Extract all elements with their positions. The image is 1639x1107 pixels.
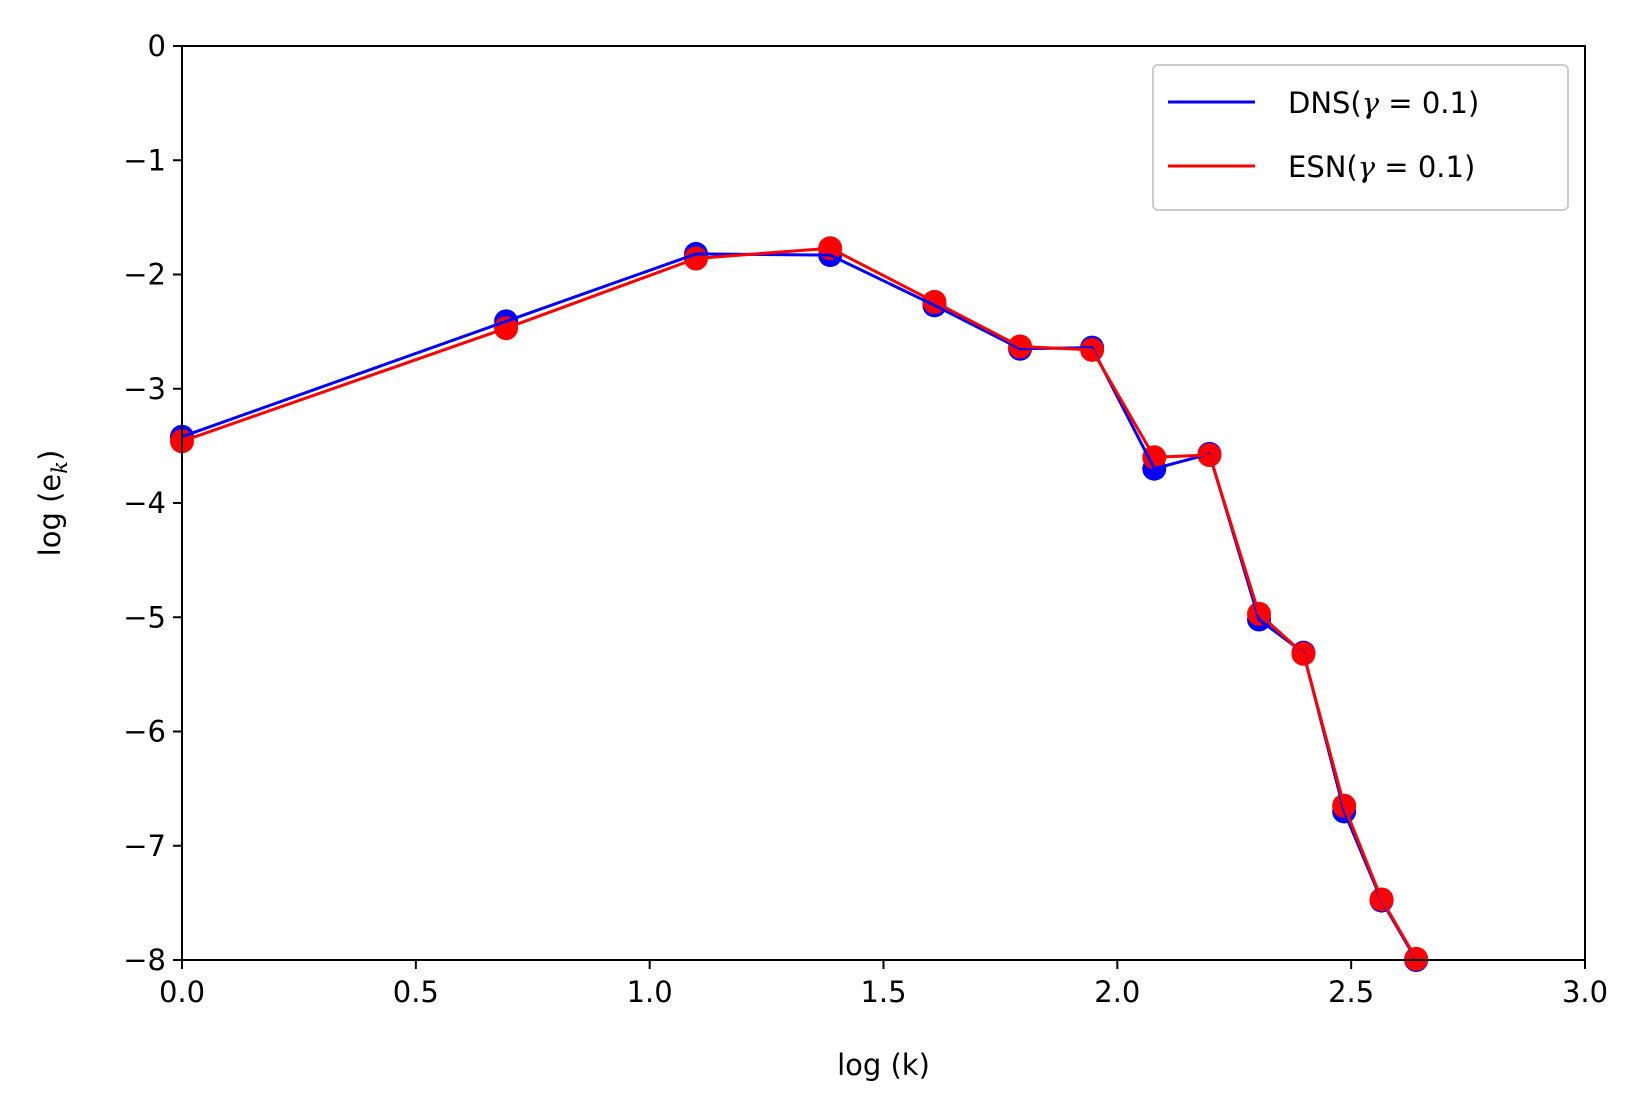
y-tick-label: −6 bbox=[123, 715, 166, 749]
x-tick-label: 0.5 bbox=[393, 975, 439, 1009]
x-tick-label: 1.0 bbox=[627, 975, 673, 1009]
legend-box bbox=[1152, 64, 1569, 211]
y-axis-label: log (ek) bbox=[33, 450, 72, 557]
y-tick-label: 0 bbox=[148, 29, 166, 63]
y-tick-label: −1 bbox=[123, 143, 166, 177]
legend-label-dns-suffix: = 0.1) bbox=[1379, 86, 1479, 120]
legend-label-dns-prefix: DNS( bbox=[1288, 86, 1362, 120]
y-tick-label: −8 bbox=[123, 943, 166, 977]
y-tick-label: −3 bbox=[123, 372, 166, 406]
y-tick-label: −4 bbox=[123, 486, 166, 520]
y-axis-label-base: log (e bbox=[33, 474, 67, 557]
y-tick-label: −2 bbox=[123, 258, 166, 292]
y-axis-label-subscript: k bbox=[48, 461, 72, 474]
x-tick-label: 2.5 bbox=[1328, 975, 1374, 1009]
legend-label-dns: DNS(γ = 0.1) bbox=[1288, 86, 1479, 120]
y-axis-label-close: ) bbox=[33, 450, 67, 461]
x-tick-label: 0.0 bbox=[159, 975, 205, 1009]
legend-label-esn-prefix: ESN( bbox=[1288, 150, 1358, 184]
series-line-1 bbox=[181, 246, 1418, 960]
y-tick-label: −5 bbox=[123, 600, 166, 634]
legend-label-dns-gamma: γ bbox=[1362, 86, 1380, 120]
y-tick-label: −7 bbox=[123, 829, 166, 863]
y-axis: 0 −1 −2 −3 −4 −5 −6 −7 −8 bbox=[123, 29, 182, 977]
x-tick-label: 3.0 bbox=[1562, 975, 1608, 1009]
x-tick-label: 2.0 bbox=[1094, 975, 1140, 1009]
legend-label-esn-gamma: γ bbox=[1358, 150, 1376, 184]
legend-label-esn: ESN(γ = 0.1) bbox=[1288, 150, 1475, 184]
legend-label-esn-suffix: = 0.1) bbox=[1375, 150, 1475, 184]
legend: DNS(γ = 0.1) ESN(γ = 0.1) bbox=[1152, 64, 1569, 211]
x-axis-label: log (k) bbox=[837, 1048, 930, 1082]
x-tick-label: 1.5 bbox=[860, 975, 906, 1009]
series-layer bbox=[170, 236, 1429, 972]
x-axis: 0.0 0.5 1.0 1.5 2.0 2.5 3.0 bbox=[159, 960, 1608, 1009]
